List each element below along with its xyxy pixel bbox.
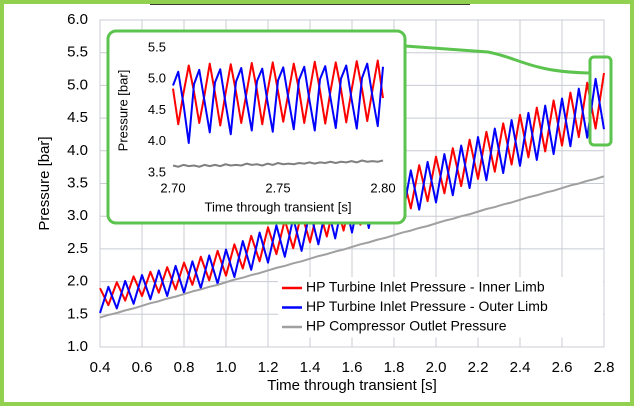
x-tick-label: 2.2	[468, 359, 489, 376]
series-line	[99, 175, 605, 319]
zoom-highlight	[588, 55, 613, 147]
y-tick-label: 5.5	[148, 39, 166, 54]
x-tick-label: 2.80	[370, 180, 395, 195]
y-axis-title: Pressure [bar]	[115, 70, 130, 152]
connector	[404, 44, 592, 75]
series-line	[172, 62, 384, 144]
y-tick-label: 6.0	[67, 11, 88, 28]
x-tick-label: 2.0	[426, 359, 447, 376]
x-tick-label: 1.4	[300, 359, 321, 376]
x-tick-label: 2.6	[552, 359, 573, 376]
y-tick-label: 3.0	[67, 207, 88, 224]
inset-plot: 3.5 4.0 4.5 5.0 5.5 2.70 2.75 2.80 Time through …	[115, 39, 395, 214]
x-tick-label: 2.75	[265, 180, 290, 195]
y-tick-label: 4.5	[148, 102, 166, 117]
series-line	[172, 59, 384, 127]
y-tick-label: 3.5	[67, 174, 88, 191]
x-tick-label: 2.4	[510, 359, 531, 376]
legend-label: HP Compressor Outlet Pressure	[306, 318, 507, 334]
x-tick-label: 0.6	[132, 359, 153, 376]
x-tick-label: 1.0	[216, 359, 237, 376]
x-tick-label: 0.4	[90, 359, 111, 376]
series-line	[99, 77, 605, 314]
x-tick-label: 1.2	[258, 359, 279, 376]
y-tick-label: 5.0	[67, 76, 88, 93]
y-tick-label: 2.5	[67, 240, 88, 257]
inset-box	[106, 29, 407, 225]
y-tick-label: 1.0	[67, 338, 88, 355]
y-tick-label: 4.5	[67, 109, 88, 126]
main-plot: 1.0 1.5 2.0 2.5 3.0 3.5 4.0 4.5 5.0 5.5 6.0 0.4 0.6 0…	[36, 11, 614, 394]
plot-border	[99, 19, 605, 348]
y-tick-label: 3.5	[148, 164, 166, 179]
x-axis-title: Time through transient [s]	[267, 377, 437, 394]
y-tick-label: 5.5	[67, 44, 88, 61]
legend-box	[278, 277, 603, 338]
y-tick-label: 1.5	[67, 305, 88, 322]
x-tick-label: 0.8	[174, 359, 195, 376]
y-axis-title: Pressure [bar]	[36, 136, 53, 230]
x-tick-label: 1.6	[342, 359, 363, 376]
y-tick-label: 4.0	[67, 142, 88, 159]
legend-label: HP Turbine Inlet Pressure - Inner Limb	[306, 279, 545, 295]
x-tick-label: 1.8	[384, 359, 405, 376]
y-tick-label: 5.0	[148, 71, 166, 86]
y-tick-label: 4.0	[148, 133, 166, 148]
y-tick-label: 2.0	[67, 273, 88, 290]
x-axis-title: Time through transient [s]	[205, 199, 352, 214]
series-line	[172, 159, 384, 168]
x-tick-label: 2.70	[160, 180, 185, 195]
x-tick-label: 2.8	[594, 359, 615, 376]
legend-label: HP Turbine Inlet Pressure - Outer Limb	[306, 298, 548, 314]
